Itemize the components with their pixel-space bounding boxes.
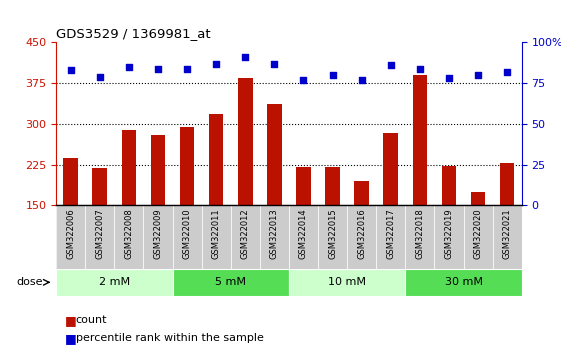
Bar xyxy=(63,158,78,205)
Point xyxy=(211,61,220,67)
Bar xyxy=(238,78,252,205)
Text: GSM322017: GSM322017 xyxy=(387,209,396,259)
Text: GSM322006: GSM322006 xyxy=(66,209,75,259)
Point xyxy=(299,77,308,83)
Text: dose: dose xyxy=(17,277,43,287)
Bar xyxy=(56,269,173,296)
Bar xyxy=(318,205,347,269)
Text: 10 mM: 10 mM xyxy=(328,277,366,287)
Bar xyxy=(122,130,136,205)
Bar xyxy=(296,167,311,205)
Bar xyxy=(471,192,485,205)
Point xyxy=(387,62,396,68)
Bar xyxy=(289,205,318,269)
Text: GSM322013: GSM322013 xyxy=(270,209,279,259)
Bar xyxy=(114,205,144,269)
Point xyxy=(95,74,104,80)
Bar xyxy=(384,133,398,205)
Text: GDS3529 / 1369981_at: GDS3529 / 1369981_at xyxy=(56,27,211,40)
Bar xyxy=(434,205,463,269)
Bar xyxy=(325,167,340,205)
Bar xyxy=(201,205,231,269)
Bar xyxy=(260,205,289,269)
Text: 5 mM: 5 mM xyxy=(215,277,246,287)
Bar xyxy=(442,166,456,205)
Bar xyxy=(289,269,405,296)
Text: GSM322007: GSM322007 xyxy=(95,209,104,259)
Text: ■: ■ xyxy=(65,314,76,327)
Point xyxy=(154,66,163,72)
Point xyxy=(241,54,250,60)
Text: GSM322015: GSM322015 xyxy=(328,209,337,259)
Bar xyxy=(493,205,522,269)
Point xyxy=(270,61,279,67)
Text: ■: ■ xyxy=(65,332,76,344)
Bar xyxy=(347,205,376,269)
Bar xyxy=(376,205,405,269)
Text: 30 mM: 30 mM xyxy=(444,277,482,287)
Text: GSM322012: GSM322012 xyxy=(241,209,250,259)
Text: GSM322019: GSM322019 xyxy=(444,209,453,259)
Text: GSM322021: GSM322021 xyxy=(503,209,512,259)
Bar xyxy=(355,181,369,205)
Bar xyxy=(151,135,165,205)
Point xyxy=(182,66,191,72)
Text: GSM322011: GSM322011 xyxy=(211,209,220,259)
Text: 2 mM: 2 mM xyxy=(99,277,130,287)
Bar xyxy=(405,269,522,296)
Bar xyxy=(500,163,514,205)
Point xyxy=(415,66,424,72)
Text: count: count xyxy=(76,315,107,325)
Bar xyxy=(93,169,107,205)
Bar xyxy=(405,205,434,269)
Text: GSM322009: GSM322009 xyxy=(154,209,163,259)
Point xyxy=(503,69,512,75)
Bar xyxy=(209,114,223,205)
Bar xyxy=(463,205,493,269)
Point xyxy=(444,75,453,81)
Bar xyxy=(144,205,173,269)
Bar xyxy=(231,205,260,269)
Bar xyxy=(412,75,427,205)
Point xyxy=(125,64,134,70)
Bar xyxy=(85,205,114,269)
Text: GSM322008: GSM322008 xyxy=(125,209,134,259)
Point xyxy=(328,72,337,78)
Bar xyxy=(180,127,194,205)
Text: GSM322020: GSM322020 xyxy=(473,209,482,259)
Text: GSM322016: GSM322016 xyxy=(357,209,366,259)
Bar xyxy=(173,205,201,269)
Text: GSM322014: GSM322014 xyxy=(299,209,308,259)
Point xyxy=(66,67,75,73)
Bar xyxy=(267,104,282,205)
Text: percentile rank within the sample: percentile rank within the sample xyxy=(76,333,264,343)
Point xyxy=(357,77,366,83)
Point xyxy=(473,72,482,78)
Text: GSM322018: GSM322018 xyxy=(415,209,424,259)
Text: GSM322010: GSM322010 xyxy=(182,209,191,259)
Bar xyxy=(173,269,289,296)
Bar xyxy=(56,205,85,269)
